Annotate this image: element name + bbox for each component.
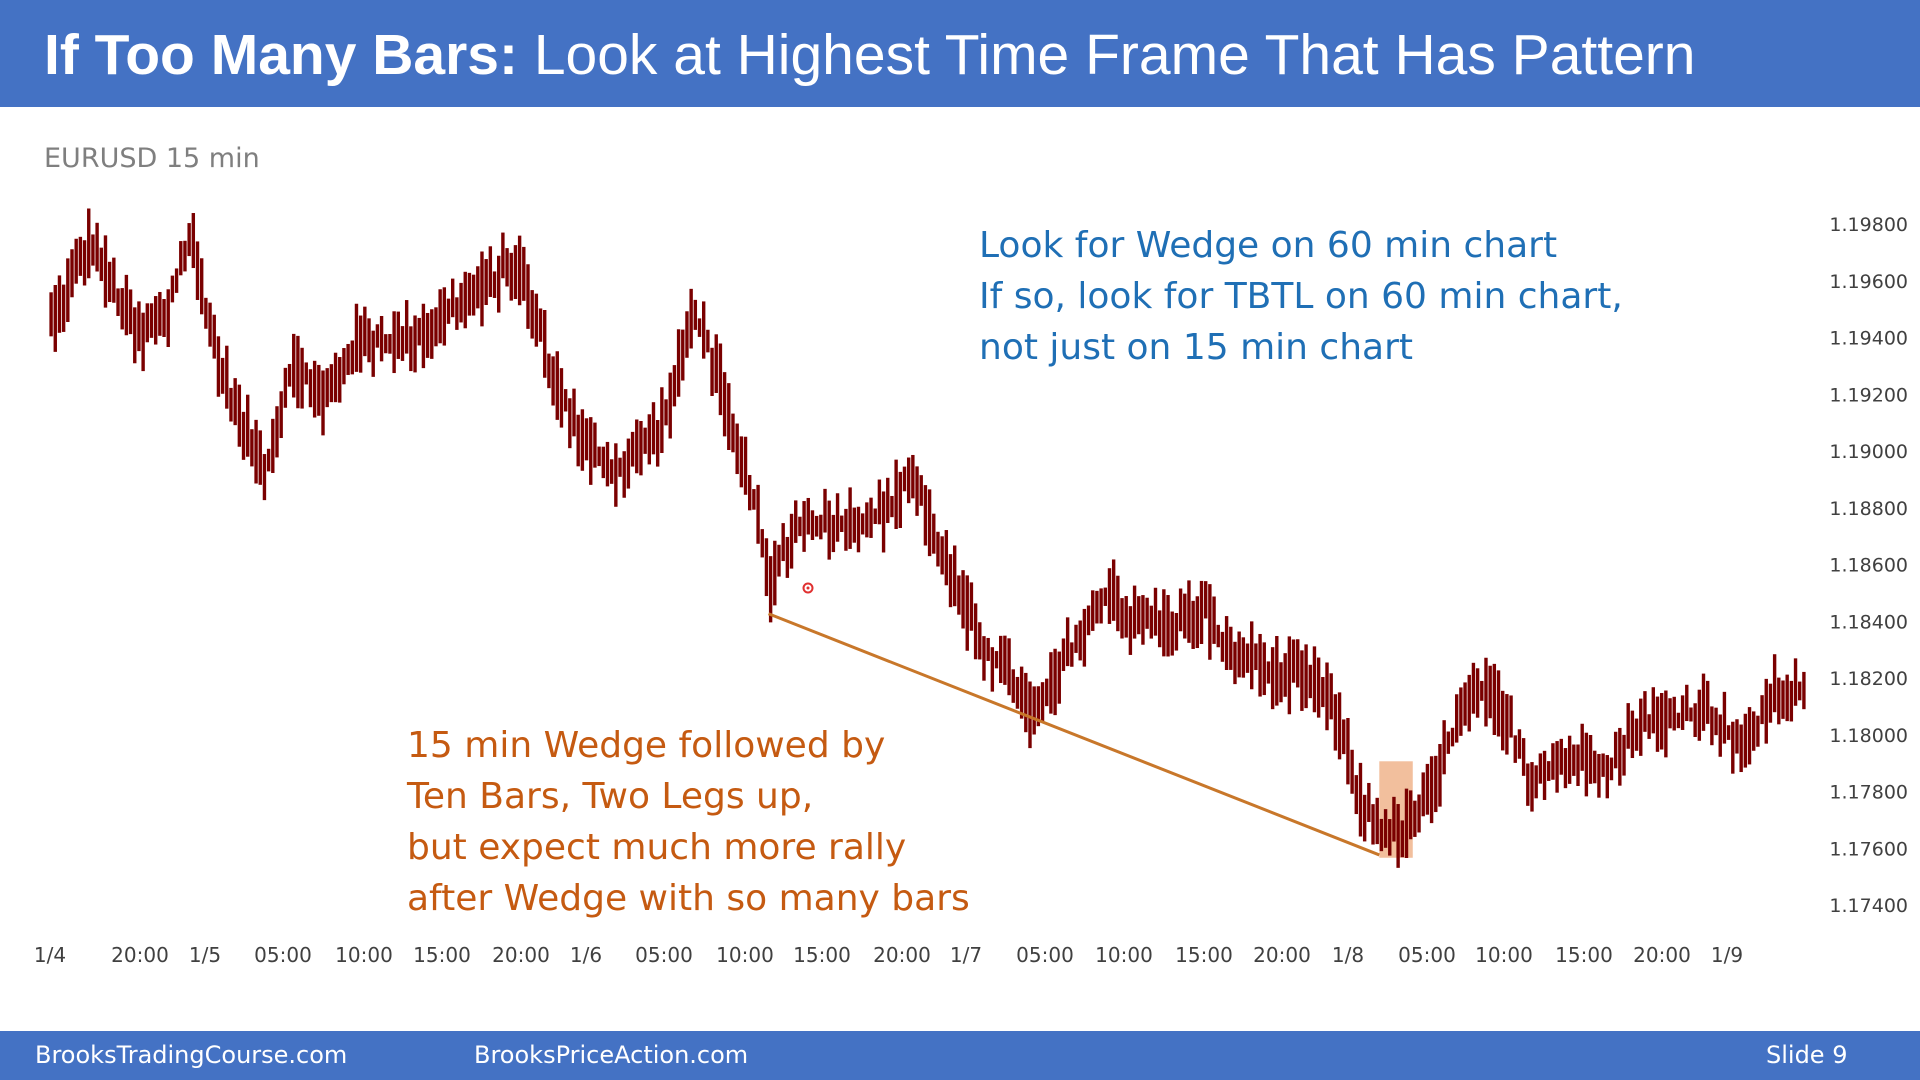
- y-tick-label: 1.19400: [1829, 328, 1908, 350]
- blue-note-line: Look for Wedge on 60 min chart: [979, 225, 1558, 266]
- slide-number: Slide 9: [1766, 1041, 1848, 1069]
- x-tick-label: 20:00: [492, 943, 550, 967]
- x-tick-label: 05:00: [1016, 943, 1074, 967]
- blue-note-line: If so, look for TBTL on 60 min chart,: [979, 276, 1623, 317]
- y-tick-label: 1.17800: [1829, 782, 1908, 804]
- price-chart: 1.19800 1.19600 1.19400 1.19200 1.19000 1.188…: [34, 208, 1908, 967]
- orange-note-line: but expect much more rally: [407, 827, 907, 868]
- title-bar: [0, 0, 1920, 107]
- y-tick-label: 1.18000: [1829, 725, 1908, 747]
- x-tick-label: 1/6: [570, 943, 602, 967]
- orange-note-line: 15 min Wedge followed by: [407, 725, 886, 766]
- cursor-marker: [802, 582, 814, 594]
- y-tick-label: 1.19600: [1829, 271, 1908, 293]
- y-axis: 1.19800 1.19600 1.19400 1.19200 1.19000 1.188…: [1829, 214, 1908, 917]
- x-tick-label: 20:00: [111, 943, 169, 967]
- x-tick-label: 10:00: [335, 943, 393, 967]
- slide-title: If Too Many Bars: Look at Highest Time F…: [44, 22, 1695, 88]
- x-tick-label: 1/8: [1332, 943, 1364, 967]
- x-tick-label: 15:00: [413, 943, 471, 967]
- slide-title-rest: Look at Highest Time Frame That Has Patt…: [533, 23, 1696, 87]
- blue-note-line: not just on 15 min chart: [979, 327, 1413, 368]
- x-tick-label: 05:00: [635, 943, 693, 967]
- x-tick-label: 15:00: [1175, 943, 1233, 967]
- x-tick-label: 05:00: [254, 943, 312, 967]
- x-tick-label: 20:00: [1633, 943, 1691, 967]
- x-tick-label: 15:00: [793, 943, 851, 967]
- x-tick-label: 10:00: [1475, 943, 1533, 967]
- y-tick-label: 1.18400: [1829, 611, 1908, 633]
- wedge-trendline: [767, 612, 1380, 857]
- cursor-dot: [806, 586, 810, 590]
- trendline-layer: [767, 612, 1380, 857]
- footer-center-link: BrooksPriceAction.com: [474, 1041, 749, 1069]
- x-tick-label: 1/4: [34, 943, 66, 967]
- y-tick-label: 1.18800: [1829, 498, 1908, 520]
- y-tick-label: 1.17400: [1829, 895, 1908, 917]
- orange-annotation: 15 min Wedge followed by Ten Bars, Two L…: [407, 720, 970, 924]
- x-tick-label: 20:00: [1253, 943, 1311, 967]
- slide-title-bold: If Too Many Bars:: [44, 23, 518, 87]
- footer-bar: BrooksTradingCourse.com BrooksPriceActio…: [0, 1031, 1920, 1080]
- chart-title: EURUSD 15 min: [44, 143, 260, 174]
- x-tick-label: 20:00: [873, 943, 931, 967]
- x-tick-label: 05:00: [1398, 943, 1456, 967]
- y-tick-label: 1.18200: [1829, 668, 1908, 690]
- y-tick-label: 1.19800: [1829, 214, 1908, 236]
- y-tick-label: 1.17600: [1829, 838, 1908, 860]
- y-tick-label: 1.19000: [1829, 441, 1908, 463]
- x-tick-label: 15:00: [1555, 943, 1613, 967]
- x-tick-label: 1/9: [1711, 943, 1743, 967]
- x-axis: 1/4 20:00 1/5 05:00 10:00 15:00 20:00 1/6 05:00 1…: [34, 943, 1743, 967]
- x-tick-label: 1/5: [189, 943, 221, 967]
- x-tick-label: 1/7: [950, 943, 982, 967]
- y-tick-label: 1.18600: [1829, 555, 1908, 577]
- x-tick-label: 10:00: [1095, 943, 1153, 967]
- footer-left-link: BrooksTradingCourse.com: [35, 1041, 348, 1069]
- orange-note-line: after Wedge with so many bars: [407, 878, 970, 919]
- bars-layer: [49, 208, 1806, 868]
- blue-annotation: Look for Wedge on 60 min chart If so, lo…: [979, 220, 1623, 373]
- y-tick-label: 1.19200: [1829, 384, 1908, 406]
- x-tick-label: 10:00: [716, 943, 774, 967]
- orange-note-line: Ten Bars, Two Legs up,: [407, 776, 814, 817]
